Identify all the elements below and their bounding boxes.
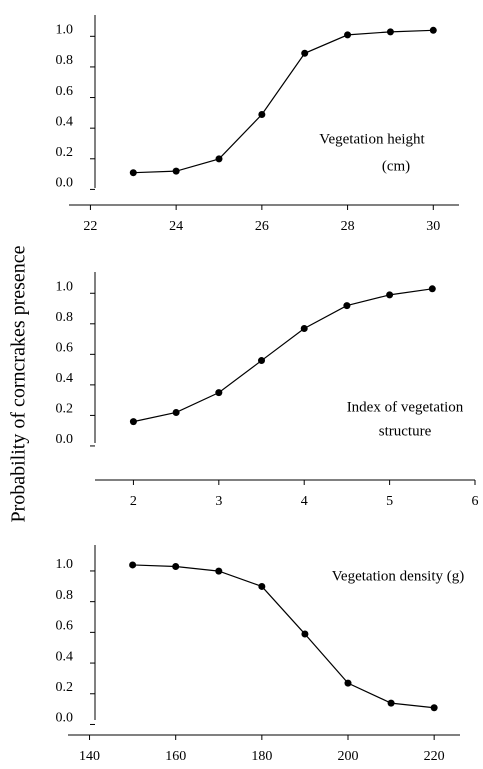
x-tick-label: 180 (251, 749, 272, 764)
line (133, 29, 434, 174)
x-tick-label: 220 (424, 749, 445, 764)
x-tick-label: 140 (79, 749, 100, 764)
x-tick-label: 3 (215, 494, 222, 509)
x-tick-label: 28 (341, 219, 355, 234)
point (258, 357, 266, 365)
point (428, 285, 436, 293)
x-tick-label: 30 (426, 219, 440, 234)
point (344, 31, 352, 39)
y-tick-label: 0.0 (56, 176, 74, 191)
x-tick-label: 5 (386, 494, 393, 509)
y-tick-label: 0.0 (56, 432, 74, 447)
point (215, 567, 223, 575)
point (258, 582, 266, 590)
x-tick-label: 4 (301, 494, 308, 509)
y-tick-label: 0.4 (56, 371, 74, 386)
y-tick-label: 0.8 (56, 588, 74, 603)
x-tick-label: 200 (338, 749, 359, 764)
y-tick-label: 1.0 (56, 23, 74, 38)
point (301, 630, 309, 638)
y-axis-label: Probability of corncrakes presence (8, 245, 30, 522)
point (172, 167, 180, 175)
y-tick-label: 0.6 (56, 84, 74, 99)
line (133, 288, 433, 423)
y-tick-label: 0.6 (56, 341, 74, 356)
y-tick-label: 1.0 (56, 279, 74, 294)
point (301, 49, 309, 57)
point (129, 561, 137, 569)
point (129, 418, 137, 426)
point (387, 699, 395, 707)
y-tick-label: 0.4 (56, 114, 74, 129)
x-tick-label: 26 (255, 219, 269, 234)
y-tick-label: 0.2 (56, 402, 74, 417)
y-tick-label: 0.4 (56, 649, 74, 664)
annotation: Vegetation density (g) (332, 568, 464, 584)
line (132, 564, 435, 709)
annotation: Vegetation height (319, 131, 425, 147)
point (215, 389, 223, 397)
y-tick-label: 0.8 (56, 310, 74, 325)
point (429, 26, 437, 34)
x-tick-label: 160 (165, 749, 186, 764)
x-tick-label: 24 (169, 219, 183, 234)
y-tick-label: 0.0 (56, 711, 74, 726)
annotation: (cm) (382, 158, 410, 174)
point (386, 291, 394, 299)
point (172, 562, 180, 570)
point (344, 679, 352, 687)
point (386, 28, 394, 36)
y-tick-label: 0.2 (56, 145, 74, 160)
x-tick-label: 2 (130, 494, 137, 509)
annotation: structure (379, 423, 432, 439)
point (215, 155, 223, 163)
point (430, 704, 438, 712)
point (129, 169, 137, 177)
annotation: Index of vegetation (347, 399, 464, 415)
y-tick-label: 0.8 (56, 53, 74, 68)
y-tick-label: 0.6 (56, 619, 74, 634)
y-tick-label: 0.2 (56, 680, 74, 695)
x-tick-label: 22 (83, 219, 97, 234)
x-tick-label: 6 (472, 494, 479, 509)
point (172, 408, 180, 416)
point (258, 111, 266, 119)
point (300, 324, 308, 332)
y-tick-label: 1.0 (56, 557, 74, 572)
point (343, 302, 351, 310)
